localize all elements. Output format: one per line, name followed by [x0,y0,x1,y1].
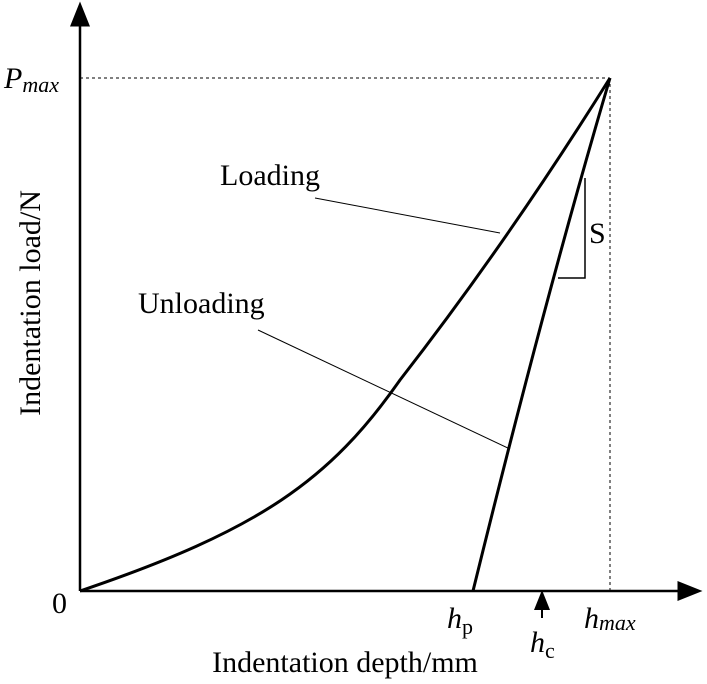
hmax-label: hmax [584,602,636,635]
subscript: c [545,638,555,663]
loading-leader [314,197,501,234]
pmax-label: Pmax [3,62,59,97]
y-axis-title: Indentation load/N [14,190,47,416]
loading-curve [79,77,612,593]
origin-label: 0 [52,587,67,620]
loading-label: Loading [220,159,320,192]
hp-label: hp [447,602,473,639]
subscript: max [22,72,59,97]
subscript: max [599,610,636,635]
symbol: P [3,62,22,95]
symbol: h [584,602,599,635]
stiffness-triangle [558,178,586,279]
symbol: h [447,602,462,635]
unloading-leader [257,329,511,450]
unloading-label: Unloading [138,287,265,320]
hc-label: hc [530,626,555,663]
stiffness-label: S [589,217,606,250]
symbol: h [530,626,545,659]
x-axis-title: Indentation depth/mm [212,646,478,679]
unloading-curve [471,77,612,592]
subscript: p [462,614,473,639]
